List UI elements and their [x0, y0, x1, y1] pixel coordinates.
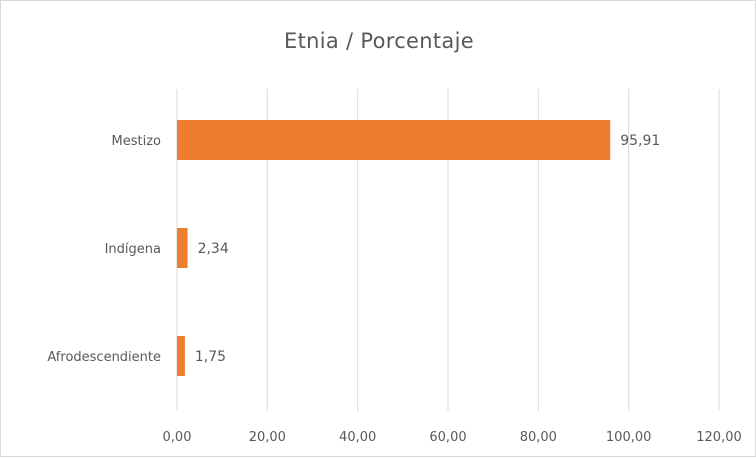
bar-1 [177, 228, 188, 268]
data-label-2: 1,75 [195, 349, 226, 365]
chart-title: Etnia / Porcentaje [284, 29, 474, 53]
category-label-1: Indígena [105, 242, 161, 257]
bar-0 [177, 120, 611, 160]
x-tick-label-6: 120,00 [696, 430, 742, 445]
data-label-1: 2,34 [198, 241, 229, 257]
x-tick-label-4: 80,00 [520, 430, 557, 445]
x-tick-label-2: 40,00 [339, 430, 376, 445]
category-label-0: Mestizo [112, 134, 162, 149]
x-tick-label-0: 0,00 [163, 430, 192, 445]
data-label-0: 95,91 [620, 133, 660, 149]
x-tick-label-1: 20,00 [249, 430, 286, 445]
category-label-2: Afrodescendiente [47, 350, 161, 365]
x-tick-label-5: 100,00 [606, 430, 652, 445]
bar-2 [177, 336, 185, 376]
x-tick-label-3: 60,00 [429, 430, 466, 445]
